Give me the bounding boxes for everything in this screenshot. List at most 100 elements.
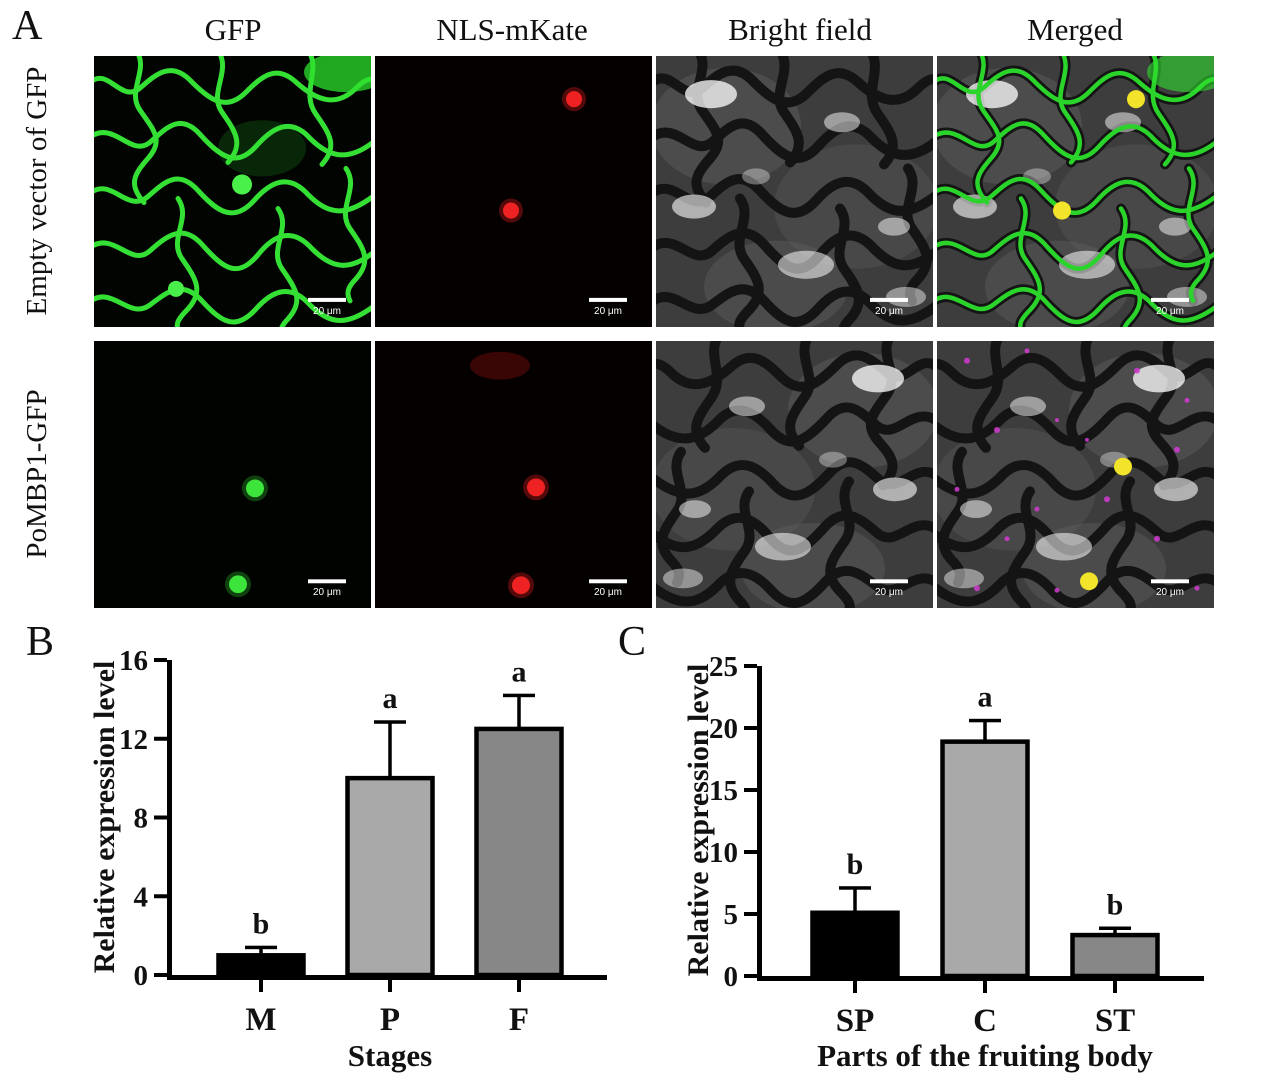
y-tick-label-B-12: 12 — [119, 724, 148, 756]
scale-bar: 20 μm — [870, 579, 908, 598]
scale-bar-text: 20 μm — [1156, 306, 1184, 317]
scale-bar-text: 20 μm — [594, 306, 622, 317]
sig-letter-C-SP: b — [847, 848, 864, 881]
y-tick-C-20 — [744, 726, 757, 730]
bar-B-F — [474, 726, 564, 978]
y-axis-C — [757, 666, 762, 981]
y-tick-B-16 — [154, 658, 167, 662]
mkate-nucleus — [527, 478, 545, 497]
merged-nucleus — [1053, 201, 1071, 220]
y-tick-C-10 — [744, 850, 757, 854]
micrograph-empty-vector-gfp: 20 μm — [94, 56, 371, 327]
x-tick-B-P — [388, 979, 392, 992]
y-axis-B — [167, 660, 172, 980]
error-cap-B-P — [374, 720, 406, 724]
error-bar-C-C — [983, 720, 987, 752]
scale-bar: 20 μm — [589, 297, 627, 317]
x-tick-label-C-C: C — [973, 1003, 997, 1039]
micro-bg — [94, 341, 371, 608]
scale-bar: 20 μm — [1151, 297, 1189, 317]
sig-letter-C-ST: b — [1107, 888, 1124, 921]
scale-bar-text: 20 μm — [1156, 587, 1184, 598]
bar-C-SP — [810, 910, 900, 979]
scale-bar-text: 20 μm — [313, 587, 341, 598]
micrograph-empty-vector-merged: 20 μm — [937, 56, 1214, 327]
error-cap-C-SP — [839, 886, 871, 890]
mkate-nucleus — [503, 202, 519, 219]
bright-field-texture — [656, 56, 933, 327]
column-header-gfp: GFP — [204, 12, 262, 47]
gfp-nucleus — [246, 479, 264, 498]
y-tick-B-4 — [154, 894, 167, 899]
error-bar-C-SP — [853, 887, 857, 923]
bar-charts-canvas: 0 4 8 12 16 b Ma Pa F 0 5 10 15 20 25 b SP a Cb ST — [119, 645, 1204, 1039]
y-tick-C-0 — [744, 974, 757, 978]
column-header-nls-mkate: NLS-mKate — [436, 12, 588, 47]
micrograph-empty-vector-nls-mkate: 20 μm — [375, 56, 652, 327]
x-tick-C-C — [983, 980, 987, 993]
y-tick-label-C-5: 5 — [724, 899, 739, 931]
panel-a-label: A — [12, 3, 43, 49]
error-cap-B-M — [245, 945, 277, 950]
micro-bg — [375, 56, 652, 327]
y-tick-label-C-10: 10 — [709, 837, 738, 869]
error-cap-C-C — [969, 718, 1001, 723]
merged-nucleus — [1080, 572, 1098, 591]
scale-bar: 20 μm — [1151, 579, 1189, 598]
mkate-nucleus — [512, 576, 530, 595]
error-cap-C-ST — [1099, 926, 1131, 931]
gfp-nucleus — [229, 575, 247, 594]
scale-bar: 20 μm — [870, 297, 908, 317]
scale-bar: 20 μm — [589, 579, 627, 598]
bar-C-C — [940, 739, 1030, 979]
gfp-haze — [218, 120, 306, 177]
gfp-patch — [304, 56, 371, 93]
x-tick-C-SP — [853, 980, 857, 993]
merged-nucleus — [1127, 90, 1145, 109]
x-tick-label-C-ST: ST — [1095, 1003, 1135, 1039]
panel-b-x-axis-title: Stages — [347, 1038, 433, 1073]
column-header-merged: Merged — [1027, 12, 1123, 47]
bright-field-texture — [656, 341, 933, 608]
row-label-empty-vector: Empty vector of GFP — [21, 66, 53, 316]
sig-letter-B-M: b — [253, 907, 270, 940]
scale-bar: 20 μm — [308, 297, 346, 317]
y-tick-label-C-15: 15 — [709, 775, 738, 807]
y-tick-label-B-4: 4 — [134, 881, 149, 913]
micro-bg — [375, 341, 652, 608]
x-axis-C — [757, 976, 1204, 981]
y-tick-label-B-0: 0 — [134, 960, 149, 992]
sig-letter-C-C: a — [978, 681, 993, 714]
mkate-nucleus — [566, 91, 582, 108]
y-tick-C-5 — [744, 912, 757, 916]
panel-c-x-axis-title: Parts of the fruiting body — [817, 1038, 1153, 1073]
scale-bar-text: 20 μm — [875, 587, 903, 598]
scale-bar-text: 20 μm — [594, 587, 622, 598]
x-tick-C-ST — [1113, 980, 1117, 993]
x-tick-B-F — [517, 979, 521, 992]
faint-red-smudge — [470, 351, 530, 380]
panel-b-y-axis-title: Relative expression level — [88, 660, 121, 974]
panel-c-label: C — [618, 619, 647, 665]
merged-nucleus — [1114, 457, 1132, 476]
y-tick-C-15 — [744, 788, 757, 792]
y-tick-B-0 — [154, 973, 167, 977]
sig-letter-B-P: a — [383, 682, 398, 715]
x-axis-B — [167, 975, 607, 980]
error-bar-B-P — [388, 722, 392, 789]
y-tick-label-C-20: 20 — [709, 713, 738, 745]
x-tick-label-B-P: P — [380, 1002, 400, 1038]
y-tick-label-C-0: 0 — [724, 961, 739, 993]
micrograph-empty-vector-bright-field: 20 μm — [656, 56, 933, 327]
bar-C-ST — [1070, 932, 1160, 979]
x-tick-label-B-M: M — [245, 1002, 276, 1038]
gfp-blob — [168, 280, 184, 297]
bar-B-M — [216, 953, 306, 978]
micrograph-pombp1-merged: 20 μm — [937, 341, 1214, 608]
gfp-blob — [232, 174, 252, 195]
scale-bar: 20 μm — [308, 579, 346, 598]
x-tick-label-C-SP: SP — [836, 1003, 875, 1039]
scale-bar-text: 20 μm — [313, 306, 341, 317]
y-tick-label-B-8: 8 — [134, 803, 149, 835]
y-tick-label-B-16: 16 — [119, 645, 148, 677]
